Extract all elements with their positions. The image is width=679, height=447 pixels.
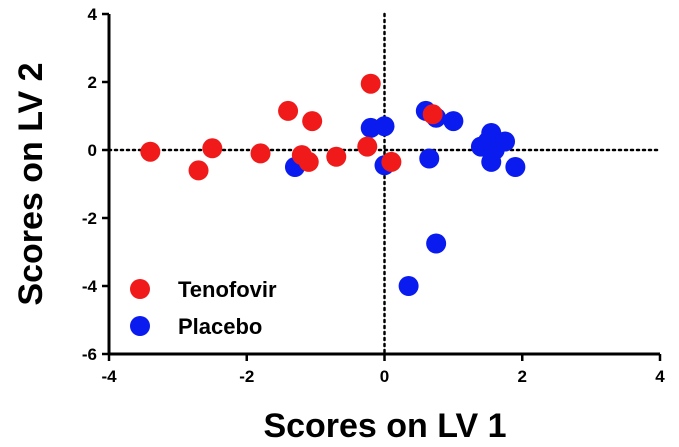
placebo-point [505, 157, 526, 177]
tenofovir-point [360, 73, 381, 94]
tenofovir-point [278, 100, 299, 121]
tenofovir-point [140, 141, 161, 162]
x-tick-label: 4 [655, 367, 665, 386]
tenofovir-point [357, 136, 378, 157]
tenofovir-point [298, 151, 319, 172]
y-tick-label: -6 [82, 345, 97, 364]
y-tick-label: 2 [88, 73, 97, 92]
placebo-point [495, 131, 516, 152]
y-tick-label: 4 [88, 5, 98, 24]
x-tick-label: -4 [101, 367, 117, 386]
legend-marker-tenofovir [130, 279, 150, 299]
placebo-point [443, 111, 464, 132]
legend-label-tenofovir: Tenofovir [178, 277, 277, 302]
reference-lines [107, 12, 662, 356]
placebo-point [374, 116, 395, 137]
y-tick-label: -2 [82, 209, 97, 228]
tenofovir-point [188, 160, 209, 181]
tenofovir-point [422, 104, 443, 125]
axis-ticks [102, 12, 662, 361]
tenofovir-point [381, 151, 402, 172]
y-axis-title: Scores on LV 2 [12, 62, 50, 305]
tenofovir-point [326, 146, 347, 167]
legend-marker-placebo [130, 316, 150, 336]
tenofovir-point [250, 143, 271, 164]
tenofovir-point [302, 111, 323, 132]
data-points [140, 73, 526, 296]
y-tick-label: 0 [88, 141, 97, 160]
legend-label-placebo: Placebo [178, 314, 262, 339]
x-tick-label: 0 [380, 367, 389, 386]
x-axis-title: Scores on LV 1 [263, 407, 506, 445]
legend: Tenofovir Placebo [130, 277, 277, 339]
x-tick-label: 2 [518, 367, 527, 386]
x-tick-label: -2 [239, 367, 254, 386]
placebo-point [426, 233, 447, 254]
y-tick-label: -4 [82, 277, 98, 296]
placebo-point [398, 276, 419, 296]
tenofovir-point [202, 138, 223, 159]
placebo-point [419, 148, 440, 169]
axes [107, 14, 660, 356]
